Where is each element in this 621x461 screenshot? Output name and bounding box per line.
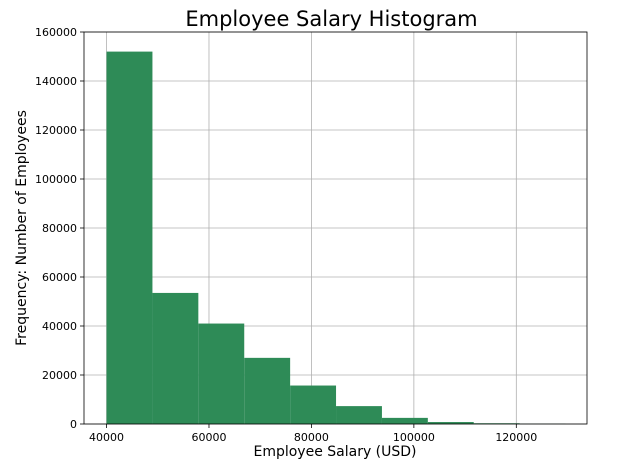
histogram-bar-6 <box>336 406 382 424</box>
y-tick-label: 80000 <box>42 222 77 235</box>
histogram-bar-7 <box>381 417 428 424</box>
chart-title: Employee Salary Histogram <box>185 7 477 31</box>
y-axis-label: Frequency: Number of Employees <box>14 110 30 346</box>
y-tick-label: 60000 <box>42 271 77 284</box>
y-tick-label: 120000 <box>35 124 77 137</box>
x-tick-label: 60000 <box>191 431 226 444</box>
y-tick-label: 0 <box>70 418 77 431</box>
x-axis-label: Employee Salary (USD) <box>253 444 416 460</box>
histogram-bar-5 <box>290 385 337 424</box>
histogram-bar-2 <box>152 292 199 424</box>
histogram-bar-3 <box>198 323 245 424</box>
x-tick-label: 120000 <box>495 431 537 444</box>
histogram-bar-8 <box>427 422 474 424</box>
x-tick-label: 100000 <box>393 431 435 444</box>
y-tick-label: 20000 <box>42 369 77 382</box>
histogram-bar-1 <box>106 51 153 424</box>
x-tick-label: 40000 <box>89 431 124 444</box>
y-tick-label: 100000 <box>35 173 77 186</box>
x-tick-label: 80000 <box>294 431 329 444</box>
bars-layer <box>106 51 566 424</box>
y-tick-label: 160000 <box>35 26 77 39</box>
ticks-layer: 40000 60000 80000 100000 120000 0 20000 40000 60… <box>35 26 537 444</box>
y-tick-label: 40000 <box>42 320 77 333</box>
y-tick-label: 140000 <box>35 75 77 88</box>
histogram-bar-4 <box>244 357 291 424</box>
